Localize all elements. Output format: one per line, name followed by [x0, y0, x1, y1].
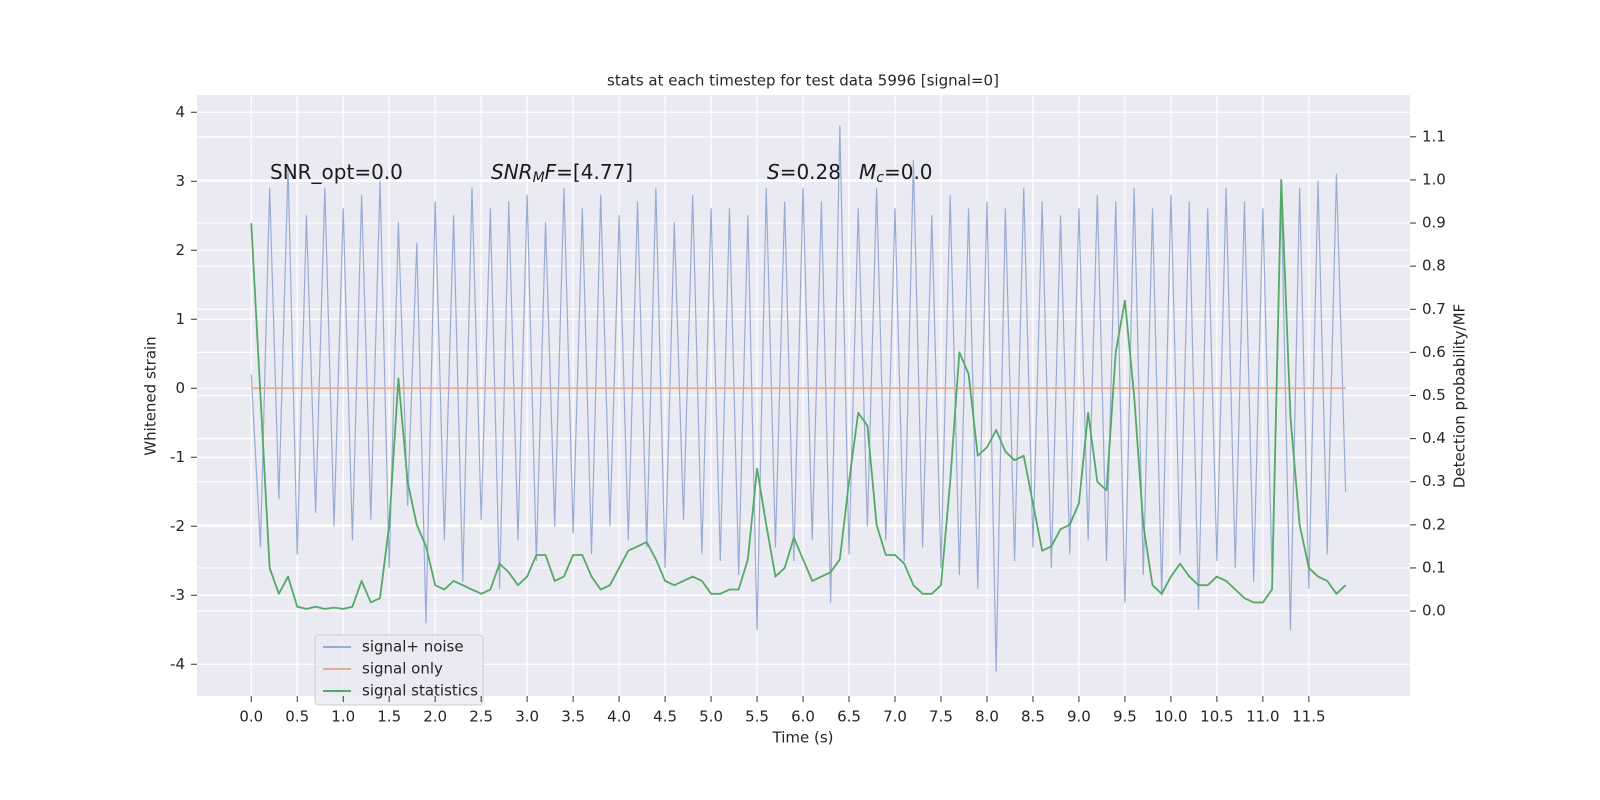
y2-axis-label: Detection probability/MF — [1451, 304, 1469, 488]
annotation-part: S — [767, 160, 780, 184]
legend-label: signal statistics — [362, 682, 478, 700]
x-tick-label: 11.0 — [1246, 708, 1279, 726]
x-tick-label: 9.5 — [1113, 708, 1137, 726]
x-tick-label: 8.0 — [975, 708, 999, 726]
chart-title: stats at each timestep for test data 599… — [607, 72, 999, 90]
y-tick-label: -4 — [170, 655, 185, 673]
x-tick-label: 8.5 — [1021, 708, 1045, 726]
x-tick-label: 7.5 — [929, 708, 953, 726]
legend-box — [314, 634, 484, 706]
x-tick-label: 5.0 — [699, 708, 723, 726]
annotation-part: F — [545, 160, 557, 184]
x-tick-label: 2.0 — [423, 708, 447, 726]
y-axis-label: Whitened strain — [142, 336, 160, 455]
x-tick-label: 1.0 — [331, 708, 355, 726]
y2-tick-label: 0.5 — [1422, 386, 1446, 404]
annotation-part: M — [859, 160, 876, 184]
y-tick-label: 4 — [175, 103, 185, 121]
y2-tick-label: 0.7 — [1422, 300, 1446, 318]
x-tick-label: 9.0 — [1067, 708, 1091, 726]
y-tick-label: 1 — [175, 310, 185, 328]
x-tick-label: 7.0 — [883, 708, 907, 726]
x-tick-label: 4.5 — [653, 708, 677, 726]
x-tick-label: 10.0 — [1154, 708, 1187, 726]
x-tick-label: 2.5 — [469, 708, 493, 726]
x-tick-label: 0.0 — [239, 708, 263, 726]
x-tick-label: 4.0 — [607, 708, 631, 726]
x-tick-label: 10.5 — [1200, 708, 1233, 726]
x-tick-label: 0.5 — [285, 708, 309, 726]
marks — [250, 125, 1347, 672]
annotation-part: =[4.77] — [556, 160, 633, 184]
legend-label: signal+ noise — [362, 638, 464, 656]
y2-tick-label: 0.4 — [1422, 429, 1446, 447]
annotation-part: M — [533, 170, 545, 186]
y-tick-label: 0 — [175, 379, 185, 397]
x-tick-label: 3.5 — [561, 708, 585, 726]
y-tick-label: 3 — [175, 172, 185, 190]
legend: signal+ noise signal only signal statistic… — [314, 634, 484, 706]
annotation-part: SNR — [491, 160, 533, 184]
y2-tick-label: 0.0 — [1422, 602, 1446, 620]
y2-tick-label: 0.2 — [1422, 515, 1446, 533]
y2-tick-label: 1.1 — [1422, 127, 1446, 145]
x-tick-label: 6.5 — [837, 708, 861, 726]
x-tick-label: 3.0 — [515, 708, 539, 726]
x-tick-label: 6.0 — [791, 708, 815, 726]
annotation-part: SNR_opt=0.0 — [270, 160, 403, 184]
y2-tick-label: 0.3 — [1422, 472, 1446, 490]
x-tick-label: 11.5 — [1292, 708, 1325, 726]
y2-tick-label: 0.6 — [1422, 343, 1446, 361]
x-axis-label: Time (s) — [772, 729, 834, 747]
annotation-part: c — [876, 170, 884, 186]
annotation-part: =0.0 — [884, 160, 933, 184]
annotation: SNR_opt=0.0 — [270, 160, 403, 184]
annotation: S=0.28 — [767, 160, 841, 184]
y-tick-label: 2 — [175, 241, 185, 259]
y-tick-label: -3 — [170, 586, 185, 604]
legend-label: signal only — [362, 660, 443, 678]
annotation: SNRMF=[4.77] — [491, 160, 633, 187]
y2-tick-label: 0.1 — [1422, 558, 1446, 576]
y2-tick-label: 0.8 — [1422, 257, 1446, 275]
x-tick-label: 5.5 — [745, 708, 769, 726]
annotation-part: =0.28 — [780, 160, 841, 184]
annotation: Mc=0.0 — [859, 160, 933, 187]
y2-tick-label: 1.0 — [1422, 170, 1446, 188]
series-line — [250, 125, 1347, 672]
x-tick-label: 1.5 — [377, 708, 401, 726]
y-tick-label: -1 — [170, 448, 185, 466]
y-tick-label: -2 — [170, 517, 185, 535]
y2-tick-label: 0.9 — [1422, 214, 1446, 232]
series-line — [250, 179, 1347, 610]
